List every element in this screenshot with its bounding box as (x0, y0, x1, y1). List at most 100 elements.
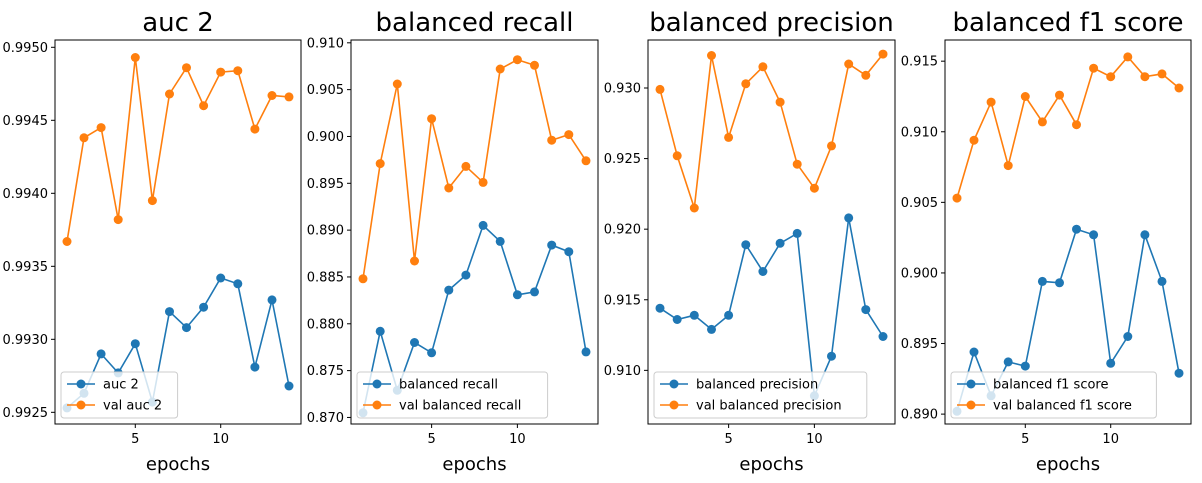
x-axis-label: epochs (146, 454, 210, 475)
chart-title: balanced recall (376, 8, 574, 38)
legend: balanced precision val balanced precision (653, 371, 868, 419)
x-tick-label: 5 (427, 432, 435, 447)
y-tick-label: 0.915 (604, 293, 641, 308)
data-point (969, 347, 979, 357)
legend-marker (669, 400, 679, 410)
data-point (216, 67, 226, 77)
data-point (267, 91, 277, 100)
data-point (844, 59, 854, 69)
y-tick-label: 0.895 (901, 337, 938, 352)
data-point (758, 62, 768, 72)
legend-label: balanced f1 score (993, 378, 1108, 393)
data-point (547, 135, 557, 145)
data-point (1003, 357, 1013, 367)
data-point (427, 114, 437, 124)
chart-panel-2: balanced recall 0.870 0.875 0.880 0.885 0.890… (307, 8, 599, 475)
data-point (495, 236, 505, 246)
legend-marker (966, 379, 976, 389)
data-point (758, 267, 768, 276)
data-point (1140, 230, 1150, 240)
data-point (233, 279, 243, 289)
legend-box (356, 371, 549, 419)
data-point (1089, 230, 1099, 240)
data-point (1089, 63, 1099, 73)
legend-marker (76, 379, 86, 389)
chart-panel-4: balanced f1 score 0.890 0.895 0.900 0.905 0.9… (901, 8, 1192, 475)
legend-marker (669, 379, 679, 389)
data-point (1174, 368, 1184, 378)
data-point (495, 64, 505, 74)
legend-label: balanced precision (696, 378, 818, 393)
x-tick-label: 5 (1021, 432, 1029, 447)
legend: auc 2 val auc 2 (60, 371, 179, 419)
data-point (1003, 161, 1013, 171)
data-point (284, 92, 294, 102)
y-tick-label: 0.870 (307, 411, 344, 426)
data-point (165, 89, 174, 99)
data-point (147, 196, 157, 206)
data-point (410, 338, 419, 347)
legend-label: val balanced precision (696, 399, 842, 414)
data-point (62, 237, 72, 246)
y-tick-label: 0.9935 (3, 260, 49, 275)
data-point (199, 101, 209, 111)
legend-marker (76, 400, 86, 410)
legend-label: val balanced recall (399, 399, 521, 414)
data-point (952, 193, 962, 203)
data-point (724, 132, 734, 142)
data-point (1020, 361, 1030, 371)
y-tick-label: 0.915 (901, 55, 938, 70)
data-point (375, 326, 385, 336)
y-tick-label: 0.9940 (3, 187, 49, 202)
data-point (1106, 72, 1116, 82)
data-point (861, 70, 871, 80)
x-tick-label: 10 (509, 432, 526, 447)
plot-frame (350, 39, 599, 425)
y-tick-label: 0.9930 (3, 333, 49, 348)
data-point (707, 51, 716, 60)
data-point (809, 183, 819, 193)
data-point (530, 60, 539, 70)
x-axis-label: epochs (739, 454, 803, 475)
data-point (1106, 358, 1116, 368)
data-point (233, 66, 243, 76)
data-point (792, 159, 802, 169)
data-point (130, 339, 140, 349)
x-tick-label: 5 (724, 432, 732, 447)
y-tick-label: 0.910 (307, 36, 344, 51)
data-point (284, 381, 294, 391)
data-point (672, 315, 682, 324)
y-tick-label: 0.9925 (3, 406, 49, 421)
data-point (655, 303, 665, 313)
y-tick-label: 0.9945 (3, 114, 49, 129)
data-point (775, 238, 785, 248)
y-tick-label: 0.875 (307, 364, 344, 379)
plot-frame (54, 39, 302, 425)
data-point (1157, 276, 1167, 286)
data-point (724, 310, 734, 320)
y-tick-label: 0.930 (604, 82, 641, 97)
y-tick-label: 0.905 (307, 83, 344, 98)
data-point (165, 307, 174, 317)
data-point (1072, 224, 1081, 234)
x-tick-label: 10 (1102, 432, 1119, 447)
legend-label: balanced recall (399, 378, 498, 393)
legend-marker (966, 400, 976, 410)
data-point (1123, 52, 1133, 62)
legend-marker (372, 379, 382, 389)
data-point (478, 220, 488, 230)
data-point (1055, 278, 1064, 288)
legend-label: auc 2 (103, 378, 139, 393)
data-point (792, 228, 802, 238)
data-point (1037, 117, 1047, 127)
data-point (581, 156, 591, 166)
data-point (216, 273, 226, 283)
y-tick-label: 0.925 (604, 152, 641, 167)
data-point (741, 240, 751, 250)
y-tick-label: 0.910 (901, 125, 938, 140)
y-tick-label: 0.900 (901, 266, 938, 281)
data-point (741, 79, 751, 89)
data-point (1037, 276, 1047, 286)
plot-frame (647, 39, 896, 425)
